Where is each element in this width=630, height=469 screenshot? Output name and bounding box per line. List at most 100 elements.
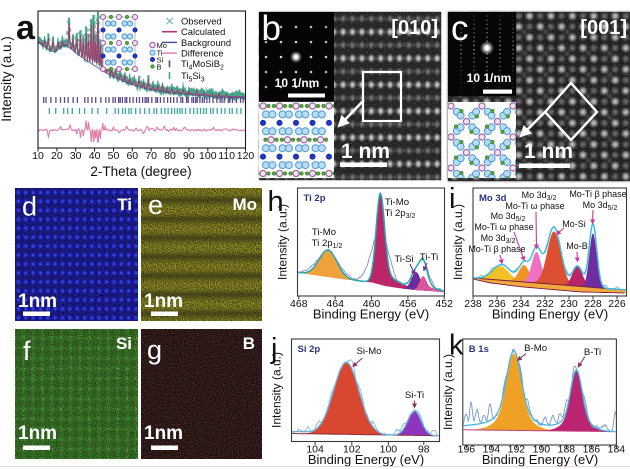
svg-text:98: 98 (418, 444, 430, 456)
svg-text:Ti 2p: Ti 2p (304, 193, 326, 204)
svg-text:186: 186 (583, 444, 601, 456)
svg-text:[010]: [010] (391, 17, 438, 39)
svg-text:10: 10 (32, 150, 44, 162)
svg-text:B-Mo: B-Mo (524, 343, 547, 354)
svg-text:Intensity (a.u.): Intensity (a.u.) (0, 36, 14, 122)
svg-text:228: 228 (584, 298, 602, 310)
svg-text:Binding Energy (eV): Binding Energy (eV) (313, 307, 429, 322)
svg-text:Mo-Ti ω phase: Mo-Ti ω phase (505, 201, 564, 211)
svg-text:Ti5Si3: Ti5Si3 (181, 70, 205, 83)
svg-text:1nm: 1nm (18, 423, 57, 444)
svg-text:Difference: Difference (181, 48, 224, 59)
svg-text:j: j (270, 333, 277, 365)
svg-text:Ti-Mo: Ti-Mo (385, 197, 409, 208)
svg-text:a: a (16, 9, 36, 47)
svg-text:Binding Energy (eV): Binding Energy (eV) (482, 452, 598, 467)
svg-text:Mo-Ti β phase: Mo-Ti β phase (569, 189, 626, 199)
svg-text:1nm: 1nm (144, 423, 183, 444)
svg-text:452: 452 (435, 298, 453, 310)
svg-text:Mo-B: Mo-B (566, 241, 588, 251)
svg-text:30: 30 (70, 150, 82, 162)
svg-text:110: 110 (218, 150, 235, 162)
svg-text:184: 184 (608, 444, 626, 456)
svg-text:Intensity (a.u.): Intensity (a.u.) (276, 204, 290, 280)
svg-text:1 nm: 1 nm (341, 140, 390, 163)
svg-text:Si: Si (157, 56, 164, 65)
svg-text:d: d (22, 192, 37, 222)
svg-text:Calculated: Calculated (181, 26, 225, 37)
svg-text:k: k (449, 330, 464, 362)
svg-text:Mo-Si: Mo-Si (562, 219, 586, 229)
svg-text:Mo-Ti ω phase: Mo-Ti ω phase (474, 222, 533, 232)
svg-text:h: h (268, 186, 284, 218)
svg-text:g: g (147, 335, 162, 365)
svg-text:Si 2p: Si 2p (298, 344, 321, 355)
svg-text:2-Theta (degree): 2-Theta (degree) (90, 164, 191, 179)
svg-text:234: 234 (512, 298, 530, 310)
svg-text:456: 456 (399, 298, 417, 310)
svg-text:194: 194 (483, 444, 501, 456)
svg-text:Binding Energy (eV): Binding Energy (eV) (492, 307, 608, 322)
svg-text:Ti-Si: Ti-Si (394, 254, 413, 265)
svg-text:B-Ti: B-Ti (584, 347, 601, 358)
svg-text:Intensity (a.u.): Intensity (a.u.) (270, 352, 284, 428)
svg-text:Si-Ti: Si-Ti (405, 390, 424, 401)
svg-text:Mo 3d: Mo 3d (479, 193, 507, 204)
svg-text:468: 468 (290, 298, 308, 310)
svg-text:i: i (449, 183, 455, 215)
svg-text:Intensity (a.u.): Intensity (a.u.) (441, 354, 455, 430)
svg-text:B 1s: B 1s (469, 344, 489, 355)
svg-text:Ti-Ti: Ti-Ti (420, 252, 438, 263)
svg-text:Background: Background (181, 37, 231, 48)
svg-text:Ti4MoSiB2: Ti4MoSiB2 (181, 58, 224, 71)
svg-text:230: 230 (560, 298, 578, 310)
svg-text:190: 190 (533, 444, 551, 456)
svg-text:B: B (243, 334, 255, 353)
svg-text:60: 60 (126, 150, 138, 162)
svg-text:b: b (262, 9, 281, 48)
svg-text:Binding Energy (eV): Binding Energy (eV) (308, 452, 424, 467)
svg-text:120: 120 (237, 150, 255, 162)
svg-text:236: 236 (488, 298, 506, 310)
svg-text:460: 460 (363, 298, 381, 310)
svg-text:188: 188 (558, 444, 576, 456)
svg-text:10 1/nm: 10 1/nm (275, 76, 320, 90)
svg-text:Mo: Mo (232, 195, 257, 214)
svg-text:192: 192 (508, 444, 526, 456)
svg-text:1nm: 1nm (18, 291, 57, 312)
svg-text:Ti 2p1/2: Ti 2p1/2 (312, 238, 343, 250)
svg-text:232: 232 (536, 298, 554, 310)
svg-text:196: 196 (458, 444, 476, 456)
svg-text:Intensity (a.u.): Intensity (a.u.) (451, 204, 465, 280)
svg-text:238: 238 (464, 298, 482, 310)
svg-text:1nm: 1nm (144, 291, 183, 312)
svg-text:f: f (23, 336, 31, 366)
svg-text:100: 100 (380, 444, 398, 456)
svg-text:40: 40 (89, 150, 101, 162)
svg-text:Ti-Mo: Ti-Mo (312, 227, 336, 238)
svg-text:100: 100 (199, 150, 217, 162)
svg-text:104: 104 (306, 444, 324, 456)
svg-text:80: 80 (164, 150, 176, 162)
svg-text:Observed: Observed (181, 15, 222, 26)
svg-text:Mo: Mo (157, 41, 167, 50)
svg-text:Ti 2p3/2: Ti 2p3/2 (385, 208, 416, 220)
svg-text:10 1/nm: 10 1/nm (467, 71, 512, 85)
svg-text:102: 102 (343, 444, 361, 456)
svg-text:e: e (148, 190, 163, 220)
svg-text:Mo-Ti β phase: Mo-Ti β phase (468, 244, 525, 254)
svg-text:20: 20 (51, 150, 63, 162)
svg-text:Si-Mo: Si-Mo (356, 346, 381, 357)
svg-text:1 nm: 1 nm (524, 140, 573, 163)
svg-text:Mo 3d5/2: Mo 3d5/2 (583, 200, 618, 212)
svg-text:70: 70 (145, 150, 157, 162)
svg-text:50: 50 (108, 150, 120, 162)
svg-text:Ti: Ti (157, 49, 163, 58)
svg-text:Ti: Ti (117, 195, 132, 214)
svg-text:90: 90 (183, 150, 195, 162)
svg-text:B: B (157, 63, 162, 72)
svg-text:[001]: [001] (580, 17, 627, 39)
svg-text:464: 464 (326, 298, 344, 310)
svg-text:c: c (451, 9, 469, 48)
svg-text:226: 226 (608, 298, 626, 310)
